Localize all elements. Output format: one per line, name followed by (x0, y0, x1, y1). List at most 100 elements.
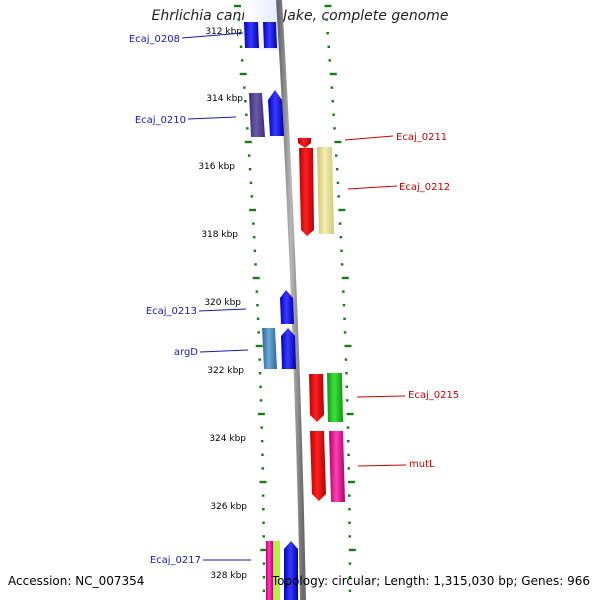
genome-title: Ehrlichia canis str. Jake, complete geno… (151, 8, 449, 24)
gene-label-Ecaj_0213[interactable]: Ecaj_0213 (146, 306, 197, 317)
accession-text: Accession: NC_007354 (8, 574, 145, 588)
right-scale-minor-tick (345, 372, 348, 375)
gene-Ecaj_0215-red[interactable] (309, 374, 324, 422)
left-scale-minor-tick (262, 562, 266, 565)
left-scale-minor-tick (252, 222, 255, 225)
gene-Ecaj_0217-magenta[interactable] (266, 541, 273, 600)
scale-label-322: 322 kbp (207, 366, 244, 376)
right-scale-major-tick (346, 412, 354, 416)
right-scale-minor-tick (330, 86, 333, 89)
left-scale-minor-tick (240, 59, 244, 62)
left-scale-major-tick (249, 208, 257, 212)
right-scale-major-tick (324, 4, 332, 8)
right-scale-minor-tick (346, 426, 350, 429)
label-connectors (181, 32, 407, 561)
connector-Ecaj_0210 (187, 116, 237, 120)
left-scale-major-tick (259, 480, 267, 484)
gene-label-Ecaj_0211[interactable]: Ecaj_0211 (396, 132, 447, 143)
right-scale-minor-tick (340, 249, 343, 252)
gene-Ecaj_0212-red[interactable] (299, 148, 314, 236)
gene-mutL-red[interactable] (310, 431, 326, 501)
left-scale-minor-tick (252, 236, 256, 239)
right-scale-minor-tick (337, 195, 340, 198)
right-scale-minor-tick (333, 127, 336, 130)
right-scale-minor-tick (328, 59, 331, 62)
right-scale-major-tick (348, 548, 356, 552)
right-scale-minor-tick (346, 399, 349, 402)
left-scale-minor-tick (245, 113, 248, 116)
right-scale-minor-tick (332, 113, 335, 116)
left-scale-minor-tick (260, 440, 264, 443)
right-scale-minor-tick (348, 494, 351, 497)
left-scale-minor-tick (262, 535, 265, 538)
gene-Ecaj_0217[interactable] (284, 541, 298, 600)
right-scale-major-tick (344, 344, 352, 348)
gene-label-Ecaj_0210[interactable]: Ecaj_0210 (135, 115, 186, 126)
gene-argD[interactable] (262, 328, 277, 369)
right-scale-major-tick (338, 208, 346, 212)
left-scale-major-tick (260, 548, 268, 552)
gene-label-Ecaj_0215[interactable]: Ecaj_0215 (408, 390, 459, 401)
left-scale-minor-tick (255, 290, 259, 293)
gene-Ecaj_0213[interactable] (280, 290, 294, 324)
gene-Ecaj_0208-a[interactable] (244, 22, 259, 48)
gene-label-Ecaj_0217[interactable]: Ecaj_0217 (150, 555, 201, 566)
left-scale-minor-tick (258, 372, 262, 375)
right-scale-minor-tick (347, 467, 350, 470)
right-scale-minor-tick (335, 154, 338, 157)
right-scale-minor-tick (344, 358, 348, 361)
gene-Ecaj_0212[interactable] (317, 147, 334, 234)
left-scale-major-tick (234, 4, 241, 8)
left-scale-minor-tick (237, 18, 240, 21)
gene-Ecaj_0217-lime[interactable] (273, 541, 280, 600)
right-scale-minor-tick (348, 508, 351, 511)
right-scale-minor-tick (338, 222, 342, 225)
gene-label-Ecaj_0212[interactable]: Ecaj_0212 (399, 182, 450, 193)
gene-labels: Ecaj_0208 Ecaj_0210 Ecaj_0211 Ecaj_0212 … (129, 34, 459, 566)
right-scale-minor-tick (348, 562, 352, 565)
left-scale-minor-tick (256, 317, 260, 320)
left-scale-major-tick (257, 412, 265, 416)
genome-backbone (276, 0, 306, 600)
left-scale-minor-tick (258, 358, 261, 361)
connector-Ecaj_0213 (198, 308, 247, 312)
right-scale-major-tick (348, 480, 355, 484)
gene-label-Ecaj_0208[interactable]: Ecaj_0208 (129, 34, 180, 45)
left-scale-minor-tick (262, 589, 266, 592)
left-scale-minor-tick (261, 453, 264, 456)
scale-label-316: 316 kbp (198, 162, 235, 172)
right-scale-minor-tick (345, 385, 349, 388)
scale-labels: 312 kbp 314 kbp 316 kbp 318 kbp 320 kbp … (198, 27, 247, 581)
left-scale-minor-tick (246, 127, 249, 130)
right-scale-minor-tick (339, 236, 343, 239)
gene-Ecaj_0208-b[interactable] (263, 22, 277, 48)
gene-mutL[interactable] (329, 431, 345, 502)
right-scale-minor-tick (331, 100, 334, 103)
scale-label-312: 312 kbp (205, 27, 242, 37)
gene-label-mutL[interactable]: mutL (409, 459, 435, 470)
left-scale-minor-tick (239, 45, 243, 48)
scale-label-324: 324 kbp (209, 434, 246, 444)
right-scale-major-tick (341, 276, 349, 280)
connector-argD (199, 349, 249, 353)
right-scale-minor-tick (340, 263, 344, 266)
gene-Ecaj_0215[interactable] (327, 373, 343, 422)
left-scale-arc (234, 4, 268, 592)
left-scale-minor-tick (250, 195, 253, 198)
gene-Ecaj_0211[interactable] (298, 138, 311, 148)
left-scale-minor-tick (262, 521, 265, 524)
left-scale-minor-tick (259, 385, 262, 388)
gene-Ecaj_0210[interactable] (249, 93, 265, 137)
scale-label-320: 320 kbp (204, 298, 241, 308)
gene-argD-partner[interactable] (281, 328, 296, 369)
connector-mutL (357, 464, 407, 467)
left-scale-major-tick (252, 276, 260, 280)
right-scale-minor-tick (347, 453, 350, 456)
gene-Ecaj_0210-partner[interactable] (268, 90, 284, 136)
gene-label-argD[interactable]: argD (174, 347, 198, 358)
left-scale-minor-tick (262, 508, 265, 511)
right-scale-minor-tick (326, 32, 329, 35)
left-scale-minor-tick (248, 168, 252, 171)
scale-label-328: 328 kbp (210, 571, 247, 581)
